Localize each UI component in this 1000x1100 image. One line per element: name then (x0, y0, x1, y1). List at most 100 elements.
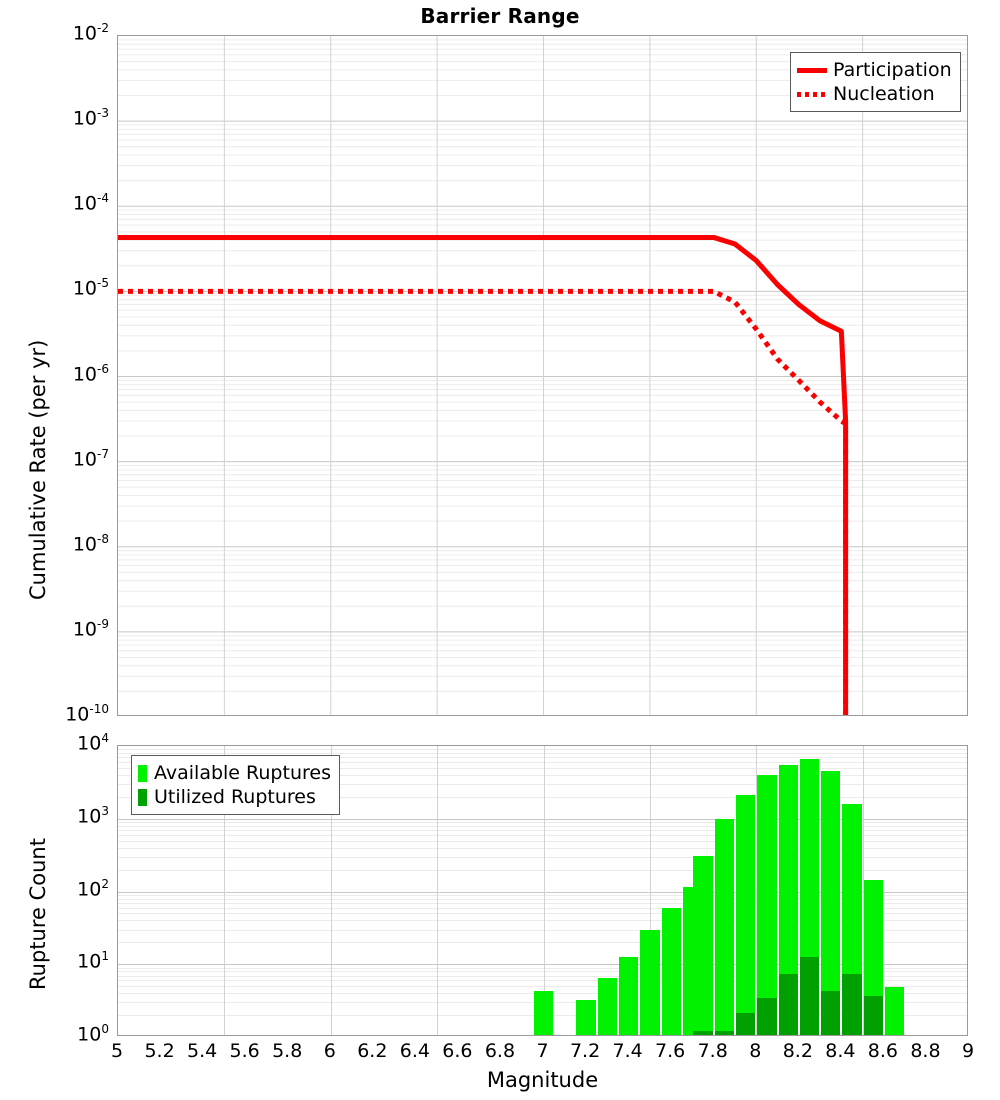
gridline-minor (118, 856, 967, 858)
bar-available[interactable] (714, 818, 734, 1035)
gridline-v (224, 746, 226, 1035)
x-axis-label: Magnitude (486, 1068, 599, 1092)
gridline-minor (118, 971, 967, 973)
gridline-minor (118, 784, 967, 786)
top-y-tick-7: 10-9 (72, 616, 109, 641)
legend-item-0[interactable]: Available Ruptures (138, 761, 331, 785)
bar-available[interactable] (661, 908, 681, 1035)
bar-utilized[interactable] (693, 1030, 713, 1035)
gridline-v (330, 746, 332, 1035)
gridline-minor (118, 929, 967, 931)
x-tick-18: 8.6 (867, 1040, 898, 1062)
x-tick-4: 5.8 (272, 1040, 303, 1062)
top-y-tick-1: 10-3 (72, 106, 109, 130)
gridline-minor (118, 869, 967, 871)
gridline-minor (118, 825, 967, 827)
x-tick-19: 8.8 (910, 1040, 941, 1062)
legend-item-1[interactable]: Nucleation (797, 82, 952, 106)
bar-available[interactable] (884, 987, 905, 1035)
bar-utilized[interactable] (778, 973, 798, 1035)
bar-available[interactable] (863, 880, 883, 1035)
cumulative-rate-plot (117, 35, 968, 716)
legend-item-1[interactable]: Utilized Ruptures (138, 785, 331, 809)
gridline-minor (118, 834, 967, 836)
bar-available[interactable] (778, 765, 798, 1035)
bar-utilized[interactable] (714, 1030, 734, 1035)
x-tick-8: 6.6 (442, 1040, 473, 1062)
figure-title: Barrier Range (420, 4, 580, 28)
x-tick-16: 8.2 (782, 1040, 813, 1062)
gridline-minor (118, 898, 967, 900)
bar-available[interactable] (735, 794, 756, 1035)
bar-utilized[interactable] (735, 1013, 756, 1035)
color-swatch-icon (138, 788, 147, 806)
gridline-minor (118, 986, 967, 988)
x-tick-7: 6.4 (399, 1040, 430, 1062)
x-tick-20: 9 (961, 1040, 975, 1062)
bottom-y-tick-2: 102 (77, 876, 109, 900)
gridline-minor (118, 840, 967, 842)
legend-label: Nucleation (833, 83, 935, 105)
gridline-minor (118, 830, 967, 832)
gridline-minor (118, 980, 967, 982)
legend-label: Participation (833, 59, 952, 81)
x-tick-2: 5.4 (186, 1040, 218, 1062)
gridline-v (649, 746, 651, 1035)
rate-curves (118, 36, 967, 715)
series-nucleation (118, 288, 849, 715)
bar-utilized[interactable] (757, 998, 777, 1035)
bottom-y-tick-3: 101 (77, 949, 109, 973)
top-y-tick-5: 10-7 (72, 446, 109, 470)
bar-available[interactable] (576, 1000, 596, 1035)
dotted-line-icon (797, 91, 827, 97)
gridline-minor (118, 967, 967, 969)
gridline-minor (118, 774, 967, 776)
gridline-minor (118, 767, 967, 769)
bar-utilized[interactable] (842, 973, 862, 1035)
gridline-minor (118, 920, 967, 922)
x-tick-13: 7.6 (655, 1040, 686, 1062)
x-tick-1: 5.2 (144, 1040, 175, 1062)
x-tick-9: 6.8 (484, 1040, 516, 1062)
gridline-v (756, 746, 758, 1035)
top-y-tick-8: 10-10 (65, 702, 109, 726)
gridline-minor (118, 894, 967, 896)
x-tick-15: 8 (749, 1040, 762, 1062)
series-participation (118, 234, 849, 715)
x-tick-6: 6.2 (357, 1040, 388, 1062)
bar-available[interactable] (640, 929, 660, 1035)
gridline-v (862, 746, 864, 1035)
gridline (118, 891, 967, 893)
x-tick-0: 5 (110, 1040, 124, 1062)
gridline-minor (118, 757, 967, 759)
x-tick-5: 6 (323, 1040, 336, 1062)
bar-available[interactable] (618, 956, 639, 1035)
bar-utilized[interactable] (863, 996, 883, 1035)
x-tick-3: 5.6 (229, 1040, 260, 1062)
legend-label: Utilized Ruptures (154, 786, 316, 808)
gridline (118, 818, 967, 820)
bar-available[interactable] (693, 855, 713, 1035)
gridline-minor (118, 796, 967, 798)
gridline-minor (118, 822, 967, 824)
bar-available[interactable] (821, 770, 841, 1035)
bottom-legend: Available Ruptures Utilized Ruptures (131, 755, 340, 815)
bar-available[interactable] (533, 991, 554, 1035)
bottom-y-tick-4: 100 (77, 1022, 109, 1046)
legend-label: Available Ruptures (154, 762, 331, 784)
gridline-minor (118, 913, 967, 915)
bar-available[interactable] (597, 978, 617, 1035)
top-y-tick-0: 10-2 (72, 21, 109, 45)
bar-utilized[interactable] (821, 991, 841, 1035)
top-y-tick-6: 10-8 (72, 531, 109, 556)
legend-item-0[interactable]: Participation (797, 58, 952, 82)
bottom-y-axis-label: Rupture Count (26, 838, 50, 990)
top-y-tick-2: 10-4 (72, 191, 109, 215)
bar-available[interactable] (757, 774, 777, 1035)
gridline-v (437, 746, 439, 1035)
top-y-axis-label: Cumulative Rate (per yr) (26, 339, 50, 600)
x-tick-17: 8.4 (825, 1040, 856, 1062)
bar-utilized[interactable] (799, 956, 820, 1035)
gridline-minor (118, 847, 967, 849)
